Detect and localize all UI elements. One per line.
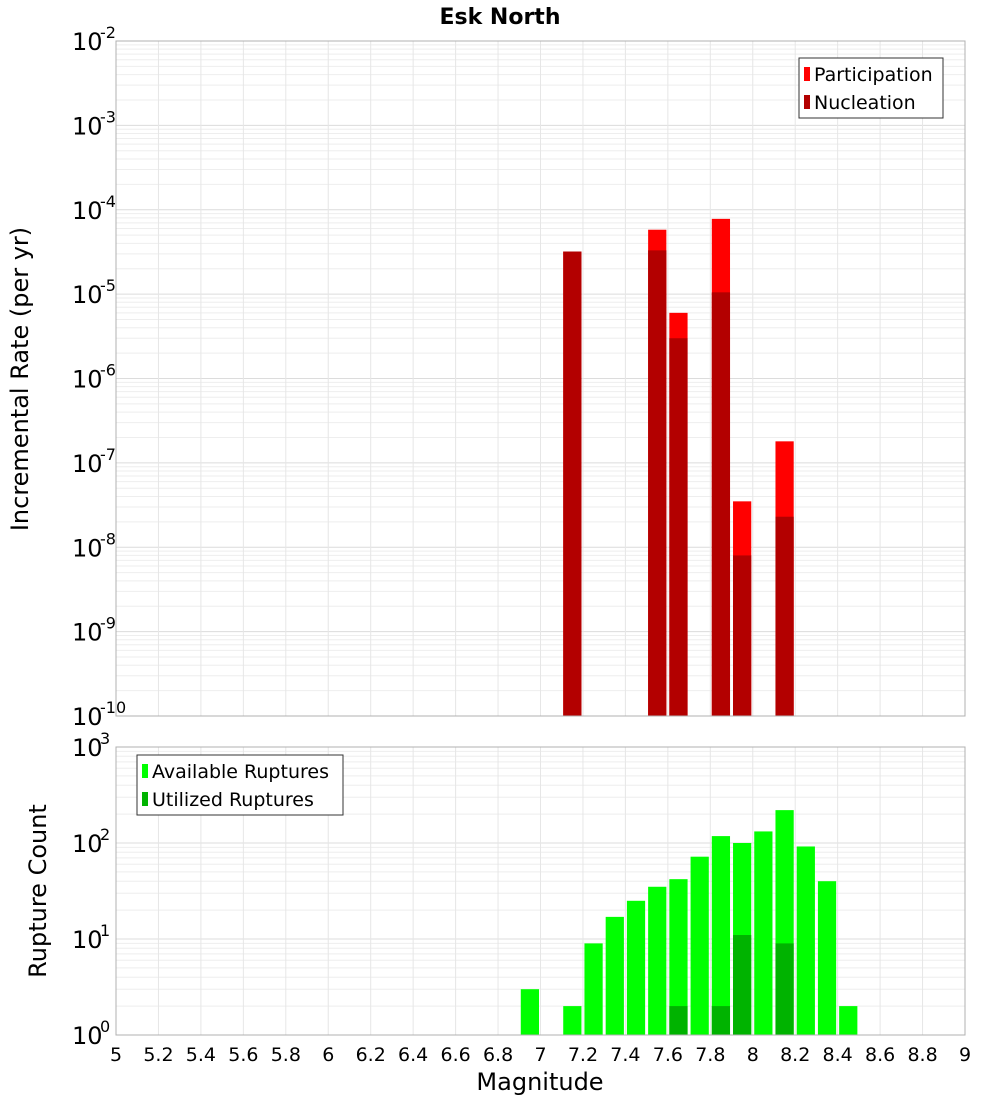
x-tick-label: 8.8 [907,1044,937,1066]
x-tick-label: 6.4 [398,1044,428,1066]
bottom-bar [817,881,837,1035]
bottom-y-tick-exponent: 2 [100,825,110,844]
x-axis-label: Magnitude [476,1068,603,1096]
bottom-bar [520,989,539,1035]
top-legend-box [798,57,944,119]
top-y-tick-exponent: -6 [100,361,116,380]
top-legend-swatch [804,95,810,109]
bottom-series-1 [669,935,794,1035]
bottom-y-axis-label: Rupture Count [24,804,52,978]
bottom-bar [605,916,624,1035]
bottom-legend-box [136,754,344,816]
x-tick-label: 5 [110,1044,122,1066]
x-tick-label: 6.8 [483,1044,513,1066]
top-series-1 [563,250,794,717]
x-tick-label: 7.2 [568,1044,598,1066]
bottom-bar [839,1006,858,1035]
bottom-bar [563,1006,582,1035]
top-y-tick-label: 10 [72,619,103,647]
top-y-tick-label: 10 [72,450,103,478]
top-y-tick-label: 10 [72,197,103,225]
top-y-tick-label: 10 [72,534,103,562]
top-y-tick-label: 10 [72,112,103,140]
bottom-legend: Available Ruptures Utilized Ruptures [136,754,344,816]
x-tick-label: 5.6 [228,1044,258,1066]
x-tick-label: 6 [322,1044,334,1066]
bottom-bar [648,886,667,1035]
top-y-tick-label: 10 [72,366,103,394]
top-bar [648,250,667,717]
top-bar [669,338,688,716]
top-plot-frame [115,40,966,717]
x-tick-label: 5.4 [186,1044,216,1066]
bottom-bar [690,856,709,1035]
bottom-bar [584,943,603,1035]
top-y-tick-exponent: -9 [100,614,116,633]
x-tick-label: 8.6 [865,1044,895,1066]
x-axis-ticks: 5 5.2 5.4 5.6 5.8 6 6.2 6.4 6.6 6.8 7 7.2 7.4 7.6 7.8 8… [110,1044,971,1066]
bottom-bar [626,900,646,1035]
x-tick-label: 8.4 [823,1044,853,1066]
top-y-tick-exponent: -2 [100,23,116,42]
x-tick-label: 7.4 [610,1044,640,1066]
top-grid [115,41,966,717]
bottom-legend-swatch [142,792,148,806]
top-legend-swatch [804,67,810,81]
top-y-tick-exponent: -3 [100,107,116,126]
top-bar [775,516,794,716]
x-tick-label: 9 [959,1044,971,1066]
top-bar [733,555,752,716]
bottom-y-tick-label: 10 [72,1022,103,1050]
bottom-bar [775,943,794,1035]
bottom-bar [754,831,773,1035]
top-y-tick-exponent: -7 [100,445,116,464]
top-y-tick-exponent: -4 [100,192,116,211]
bottom-bar [796,846,815,1035]
bottom-legend-swatch [142,764,148,778]
top-y-tick-exponent: -8 [100,529,116,548]
x-tick-label: 8.2 [780,1044,810,1066]
bottom-bar [733,935,752,1035]
bottom-bar [669,1006,688,1035]
bottom-y-tick-exponent: 0 [100,1017,110,1036]
top-y-axis-label: Incremental Rate (per yr) [6,227,34,531]
bottom-legend-label: Available Ruptures [152,761,329,783]
x-tick-label: 6.2 [356,1044,386,1066]
bottom-y-tick-exponent: 3 [100,729,110,748]
top-y-tick-exponent: -10 [100,698,126,717]
bottom-y-tick-label: 10 [72,926,103,954]
top-y-tick-label: 10 [72,28,103,56]
bottom-bar [711,836,731,1035]
x-tick-label: 7 [534,1044,546,1066]
x-tick-label: 7.8 [695,1044,725,1066]
top-panel: 10-1010-910-810-710-610-510-410-310-2Par… [72,23,966,731]
bottom-bar [711,1006,731,1035]
top-legend: Participation Nucleation [798,57,944,119]
x-tick-label: 8 [747,1044,759,1066]
x-tick-label: 7.6 [653,1044,683,1066]
top-bar [711,292,731,716]
top-bar [563,251,582,716]
bottom-bar [669,879,688,1035]
x-tick-label: 5.2 [143,1044,173,1066]
bottom-y-tick-label: 10 [72,830,103,858]
top-legend-label: Nucleation [814,92,916,114]
bottom-plot-frame [115,746,966,1036]
top-y-tick-label: 10 [72,281,103,309]
top-y-tick-exponent: -5 [100,276,116,295]
chart-title: Esk North [440,5,561,30]
top-legend-label: Participation [814,64,933,86]
bottom-y-tick-label: 10 [72,734,103,762]
top-y-tick-label: 10 [72,703,103,731]
bottom-y-tick-exponent: 1 [100,921,110,940]
x-tick-label: 5.8 [271,1044,301,1066]
x-tick-label: 6.6 [440,1044,470,1066]
bottom-legend-label: Utilized Ruptures [152,789,314,811]
